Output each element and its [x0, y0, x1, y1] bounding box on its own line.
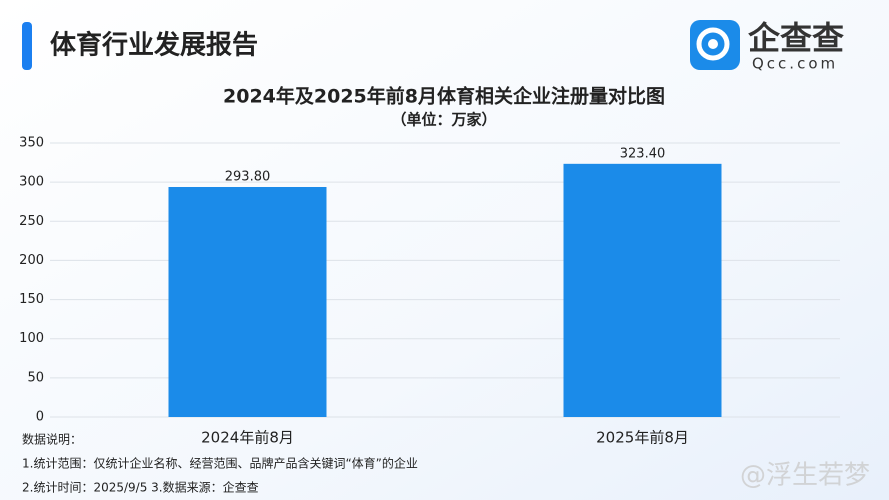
- header-title: 体育行业发展报告: [50, 30, 258, 61]
- note: 2.统计时间：2025/9/5 3.数据来源：企查查: [22, 480, 259, 495]
- y-tick-label: 350: [19, 136, 44, 151]
- chart-subtitle: （单位：万家）: [391, 111, 496, 129]
- note: 数据说明：: [22, 432, 82, 447]
- y-tick-label: 300: [19, 175, 44, 190]
- y-tick-label: 250: [19, 214, 44, 229]
- y-tick-label: 200: [19, 253, 44, 268]
- y-tick-label: 100: [19, 331, 44, 346]
- data-label: 323.40: [620, 146, 666, 161]
- x-tick-label: 2024年前8月: [201, 429, 294, 447]
- logo-ring: [696, 27, 730, 61]
- y-tick-label: 0: [36, 410, 44, 425]
- logo-site: Qcc.com: [752, 55, 838, 73]
- y-tick-label: 50: [27, 370, 44, 385]
- bar: [563, 163, 722, 417]
- logo-dot: [708, 39, 718, 49]
- data-label: 293.80: [225, 169, 271, 184]
- bar: [168, 186, 327, 417]
- y-tick-label: 150: [19, 292, 44, 307]
- x-tick-label: 2025年前8月: [596, 429, 689, 447]
- note: 1.统计范围：仅统计企业名称、经营范围、品牌产品含关键词“体育”的企业: [22, 456, 418, 471]
- header-accent: [22, 22, 32, 70]
- logo-name: 企查查: [748, 19, 844, 57]
- watermark: @浮生若梦: [740, 461, 870, 491]
- chart-title: 2024年及2025年前8月体育相关企业注册量对比图: [223, 85, 665, 108]
